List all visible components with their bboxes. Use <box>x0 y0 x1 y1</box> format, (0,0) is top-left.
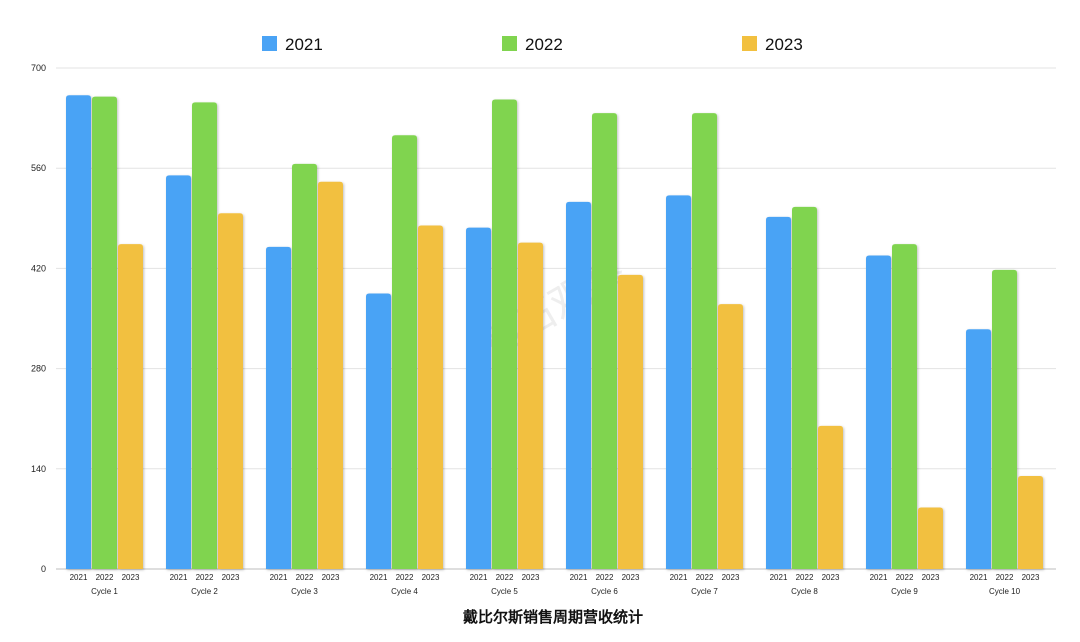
x-category-label: Cycle 3 <box>291 587 318 596</box>
x-series-label: 2022 <box>496 573 514 582</box>
bar-2022-cycle-2 <box>192 102 217 570</box>
bar-2021-cycle-7 <box>666 195 691 569</box>
x-series-label: 2022 <box>996 573 1014 582</box>
x-series-label: 2023 <box>722 573 740 582</box>
x-series-label: 2023 <box>1022 573 1040 582</box>
y-tick-label: 140 <box>31 464 46 474</box>
bar-2022-cycle-10 <box>992 269 1017 569</box>
x-series-label: 2022 <box>296 573 314 582</box>
x-series-label: 2023 <box>622 573 640 582</box>
x-series-label: 2023 <box>422 573 440 582</box>
x-series-label: 2021 <box>270 573 288 582</box>
bar-2023-cycle-9 <box>918 507 943 569</box>
x-series-label: 2022 <box>796 573 814 582</box>
y-tick-label: 700 <box>31 63 46 73</box>
x-series-label: 2023 <box>222 573 240 582</box>
x-category-label: Cycle 8 <box>791 587 818 596</box>
x-series-label: 2021 <box>870 573 888 582</box>
bars-layer <box>66 95 1043 570</box>
bar-2021-cycle-4 <box>366 293 391 569</box>
x-series-label: 2023 <box>822 573 840 582</box>
legend-label-2023: 2023 <box>765 35 803 54</box>
x-series-label: 2022 <box>896 573 914 582</box>
bar-2022-cycle-7 <box>692 113 717 569</box>
x-series-label: 2021 <box>670 573 688 582</box>
bar-2023-cycle-8 <box>818 425 843 569</box>
bar-2023-cycle-10 <box>1018 475 1043 569</box>
y-tick-label: 420 <box>31 263 46 273</box>
bar-2022-cycle-6 <box>592 113 617 569</box>
bar-2023-cycle-6 <box>618 274 643 569</box>
x-series-label: 2021 <box>570 573 588 582</box>
x-series-label: 2022 <box>696 573 714 582</box>
x-category-label: Cycle 1 <box>91 587 118 596</box>
x-category-label: Cycle 9 <box>891 587 918 596</box>
bar-2021-cycle-6 <box>566 201 591 570</box>
x-category-label: Cycle 5 <box>491 587 518 596</box>
bar-2021-cycle-10 <box>966 329 991 569</box>
bar-2022-cycle-9 <box>892 244 917 569</box>
bar-2022-cycle-4 <box>392 135 417 569</box>
bar-2022-cycle-3 <box>292 163 317 570</box>
legend-label-2021: 2021 <box>285 35 323 54</box>
bar-2022-cycle-5 <box>492 99 517 570</box>
y-tick-label: 560 <box>31 163 46 173</box>
bar-2023-cycle-4 <box>418 225 443 569</box>
bar-2022-cycle-1 <box>92 96 117 569</box>
bar-2021-cycle-1 <box>66 95 91 569</box>
x-series-label: 2021 <box>170 573 188 582</box>
bar-2021-cycle-5 <box>466 227 491 569</box>
x-series-label: 2023 <box>322 573 340 582</box>
x-category-label: Cycle 7 <box>691 587 718 596</box>
x-series-label: 2021 <box>970 573 988 582</box>
bar-2023-cycle-5 <box>518 242 543 570</box>
x-series-label: 2022 <box>96 573 114 582</box>
bar-2023-cycle-7 <box>718 304 743 569</box>
x-category-label: Cycle 6 <box>591 587 618 596</box>
legend: 2021 2022 2023 <box>262 35 803 54</box>
bar-2021-cycle-3 <box>266 246 291 569</box>
y-tick-label: 280 <box>31 364 46 374</box>
x-series-label: 2021 <box>470 573 488 582</box>
bar-2023-cycle-3 <box>318 181 343 569</box>
x-series-label: 2021 <box>70 573 88 582</box>
bar-2023-cycle-2 <box>218 213 243 570</box>
x-series-label: 2023 <box>122 573 140 582</box>
legend-swatch-2022 <box>502 36 517 51</box>
chart-title: 戴比尔斯销售周期营收统计 <box>463 608 643 626</box>
x-series-label: 2022 <box>596 573 614 582</box>
x-category-label: Cycle 4 <box>391 587 418 596</box>
x-category-label: Cycle 2 <box>191 587 218 596</box>
x-series-label: 2023 <box>922 573 940 582</box>
x-series-label: 2022 <box>396 573 414 582</box>
x-series-label: 2021 <box>370 573 388 582</box>
bar-2022-cycle-8 <box>792 206 817 569</box>
x-series-label: 2021 <box>770 573 788 582</box>
legend-swatch-2023 <box>742 36 757 51</box>
bar-2021-cycle-2 <box>166 175 191 569</box>
x-series-label: 2022 <box>196 573 214 582</box>
bar-2023-cycle-1 <box>118 244 143 569</box>
bar-2021-cycle-9 <box>866 255 891 569</box>
bar-2021-cycle-8 <box>766 216 791 569</box>
x-series-label: 2023 <box>522 573 540 582</box>
y-tick-label: 0 <box>41 564 46 574</box>
legend-label-2022: 2022 <box>525 35 563 54</box>
x-category-label: Cycle 10 <box>989 587 1021 596</box>
legend-swatch-2021 <box>262 36 277 51</box>
